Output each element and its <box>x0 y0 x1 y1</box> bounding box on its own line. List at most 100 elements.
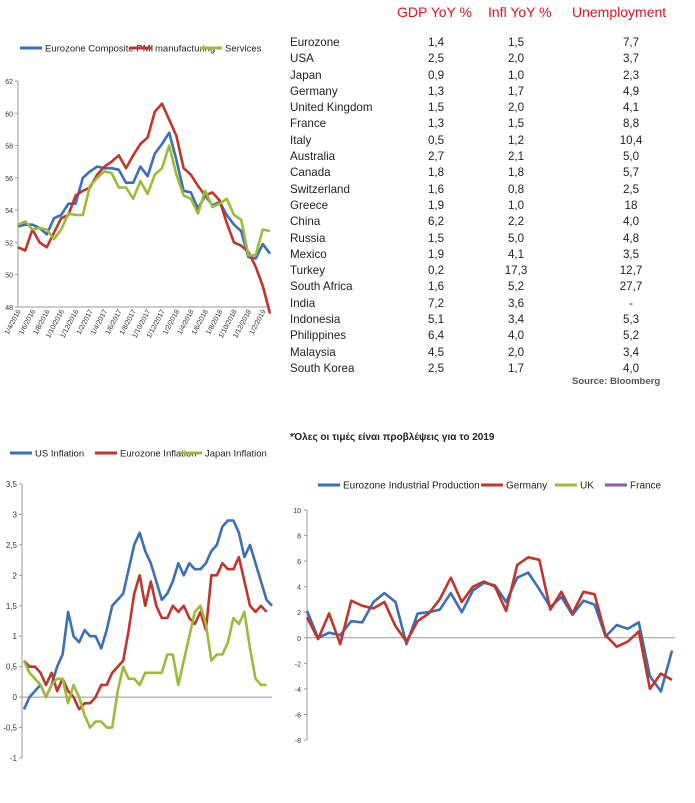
table-row: Malaysia 4,5 2,0 3,4 <box>290 346 690 362</box>
table-header: GDP YoY % Infl YoY % Unemployment <box>385 0 690 22</box>
y-tick-label: 10 <box>293 508 301 515</box>
gdp-cell: 1,4 <box>427 36 445 49</box>
y-tick-label: -0,5 <box>3 724 17 733</box>
gdp-cell: 7,2 <box>427 296 445 310</box>
inflation-cell: 1,2 <box>507 133 525 147</box>
inflation-cell: 1,5 <box>507 36 525 49</box>
gdp-cell: 1,5 <box>427 101 445 115</box>
table-row: Italy 0,5 1,2 10,4 <box>290 134 690 150</box>
country-cell: China <box>290 215 321 229</box>
table-row: Greece 1,9 1,0 18 <box>290 199 690 215</box>
country-cell: Indonesia <box>290 313 341 327</box>
table-row: Germany 1,3 1,7 4,9 <box>290 85 690 101</box>
unemployment-cell: - <box>629 296 633 310</box>
y-tick-label: 1 <box>13 632 18 641</box>
table-row: Philippines 6,4 4,0 5,2 <box>290 329 690 345</box>
series-line <box>17 144 271 257</box>
y-tick-label: -2 <box>295 661 301 668</box>
y-tick-label: 56 <box>5 176 13 183</box>
header-inflation: Infl YoY % <box>488 4 552 20</box>
gdp-cell: 1,6 <box>427 182 445 196</box>
y-tick-label: 2 <box>13 571 18 580</box>
unemployment-cell: 27,7 <box>619 280 643 294</box>
inflation-cell: 2,1 <box>507 150 525 164</box>
series-line <box>22 604 267 729</box>
unemployment-cell: 5,0 <box>622 150 640 164</box>
legend-label: manufacturing <box>155 44 215 55</box>
unemployment-cell: 18 <box>624 198 638 212</box>
country-cell: India <box>290 296 316 310</box>
y-tick-label: -6 <box>295 712 301 719</box>
gdp-cell: 2,5 <box>427 361 445 375</box>
legend-label: France <box>630 481 662 492</box>
table-row: Switzerland 1,6 0,8 2,5 <box>290 183 690 199</box>
legend-label: Eurozone Inflation <box>120 449 197 460</box>
inflation-cell: 1,7 <box>507 84 525 98</box>
table-row: China 6,2 2,2 4,0 <box>290 215 690 231</box>
pmi-line-chart: Eurozone Composite PMI manufacturing Servi… <box>4 44 272 339</box>
unemployment-cell: 4,0 <box>622 215 640 229</box>
unemployment-cell: 4,0 <box>622 361 640 375</box>
gdp-cell: 1,3 <box>427 84 445 98</box>
y-tick-label: 1,5 <box>6 602 18 611</box>
inflation-cell: 3,6 <box>507 296 525 310</box>
country-cell: Australia <box>290 150 336 164</box>
y-tick-label: -1 <box>10 754 18 763</box>
gdp-cell: 0,2 <box>427 264 445 278</box>
country-cell: South Korea <box>290 361 355 375</box>
country-cell: South Africa <box>290 280 353 294</box>
inflation-cell: 1,5 <box>507 117 525 131</box>
country-cell: Philippines <box>290 329 347 343</box>
industrial-production-line-chart: Eurozone Industrial Production Germany UK F… <box>293 481 675 745</box>
country-cell: Canada <box>290 166 331 180</box>
series-line <box>17 102 272 314</box>
gdp-cell: 6,2 <box>427 215 445 229</box>
gdp-cell: 1,5 <box>427 231 445 245</box>
inflation-cell: 1,8 <box>507 166 525 180</box>
inflation-cell: 1,0 <box>507 68 525 82</box>
country-cell: Greece <box>290 198 329 212</box>
inflation-cell: 2,0 <box>507 101 525 115</box>
unemployment-cell: 3,5 <box>622 247 640 261</box>
gdp-cell: 1,3 <box>427 117 445 131</box>
y-tick-label: 54 <box>5 208 13 215</box>
inflation-cell: 5,0 <box>507 231 525 245</box>
y-tick-label: 58 <box>5 144 13 151</box>
series-line <box>17 131 272 260</box>
header-gdp: GDP YoY % <box>397 4 472 20</box>
country-cell: USA <box>290 52 314 66</box>
y-tick-label: 62 <box>5 79 13 86</box>
table-row: France 1,3 1,5 8,8 <box>290 117 690 133</box>
y-tick-label: 2 <box>297 610 301 617</box>
y-tick-label: 0 <box>297 636 301 643</box>
table-row: Turkey 0,2 17,3 12,7 <box>290 264 690 280</box>
source-note: Source: Bloomberg <box>572 376 661 387</box>
inflation-cell: 0,8 <box>507 182 525 196</box>
unemployment-cell: 3,4 <box>622 345 640 359</box>
unemployment-cell: 5,3 <box>622 313 640 327</box>
inflation-cell: 2,0 <box>507 345 525 359</box>
gdp-cell: 5,1 <box>427 313 445 327</box>
legend-label: UK <box>580 481 594 492</box>
unemployment-cell: 4,8 <box>622 231 640 245</box>
unemployment-cell: 5,2 <box>622 329 640 343</box>
table-row: Russia 1,5 5,0 4,8 <box>290 232 690 248</box>
table-row: USA 2,5 2,0 3,7 <box>290 52 690 68</box>
country-cell: Eurozone <box>290 36 340 49</box>
unemployment-cell: 2,5 <box>622 182 640 196</box>
unemployment-cell: 10,4 <box>619 133 643 147</box>
country-cell: United Kingdom <box>290 101 373 115</box>
table-row: Eurozone 1,4 1,5 7,7 <box>290 36 690 52</box>
y-tick-label: -4 <box>295 687 301 694</box>
gdp-cell: 4,5 <box>427 345 445 359</box>
y-tick-label: 48 <box>5 305 13 312</box>
country-cell: Japan <box>290 68 322 82</box>
country-cell: Italy <box>290 133 312 147</box>
y-tick-label: -8 <box>295 738 301 745</box>
series-line <box>305 556 673 691</box>
legend-label: Eurozone Industrial Production <box>343 481 480 492</box>
legend-label: Eurozone Composite PMI <box>45 44 153 55</box>
country-cell: Russia <box>290 231 326 245</box>
y-tick-label: 52 <box>5 240 13 247</box>
y-tick-label: 4 <box>297 585 301 592</box>
